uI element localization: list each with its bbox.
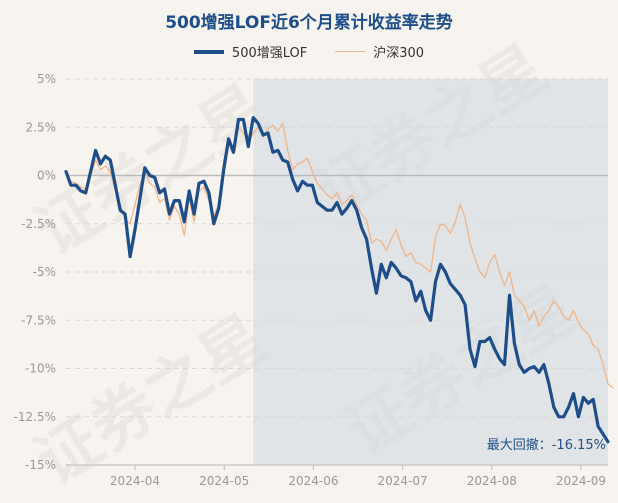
y-tick-label: -5%: [33, 265, 56, 279]
legend-label-fund: 500增强LOF: [231, 46, 308, 61]
legend-item-fund[interactable]: 500增强LOF: [193, 42, 308, 61]
legend-item-hs300[interactable]: 沪深300: [335, 42, 424, 61]
y-tick-label: 0%: [37, 169, 56, 183]
legend-swatch-fund: [193, 49, 224, 54]
max-drawdown-label: 最大回撤：-16.15%: [487, 437, 606, 453]
legend-label-hs300: 沪深300: [373, 46, 425, 61]
y-tick-label: 2.5%: [26, 120, 57, 134]
legend-swatch-hs300: [335, 51, 366, 52]
chart-legend: 500增强LOF 沪深300: [0, 42, 618, 61]
x-tick-label: 2024-06: [288, 474, 338, 488]
y-tick-label: -2.5%: [21, 217, 56, 231]
y-tick-label: 5%: [37, 72, 56, 86]
y-tick-label: -10%: [25, 362, 56, 376]
x-tick-label: 2024-04: [110, 474, 160, 488]
x-tick-label: 2024-07: [378, 474, 428, 488]
y-tick-label: -15%: [25, 458, 56, 472]
y-tick-label: -12.5%: [14, 410, 56, 424]
series-line-hs300: [65, 122, 614, 389]
x-tick-label: 2024-09: [556, 474, 606, 488]
x-tick-label: 2024-08: [467, 474, 517, 488]
x-tick-label: 2024-05: [199, 474, 249, 488]
y-tick-label: -7.5%: [21, 313, 56, 327]
series-line-fund: [64, 115, 610, 444]
chart-title: 500增强LOF近6个月累计收益率走势: [165, 13, 453, 33]
